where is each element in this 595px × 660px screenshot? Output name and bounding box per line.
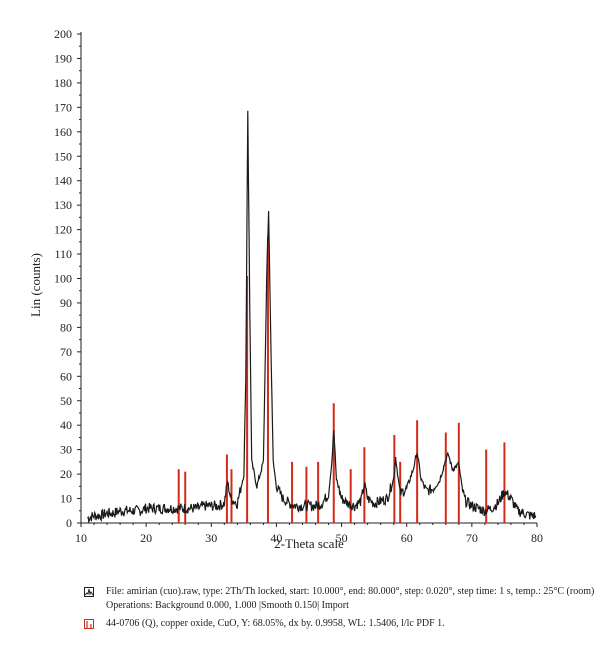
y-tick-label: 0 [66,516,72,530]
axes: 0102030405060708090100110120130140150160… [54,27,543,545]
y-tick-label: 190 [54,51,72,65]
scan-file-icon [84,587,94,597]
y-tick-label: 20 [60,467,72,481]
legend-scan-line1: File: amirian (cuo).raw, type: 2Th/Th lo… [106,586,595,597]
x-tick-label: 70 [466,531,478,545]
y-tick-label: 130 [54,198,72,212]
reference-peaks [177,236,506,523]
y-tick-label: 200 [54,27,72,41]
series-line [87,110,537,525]
y-tick-label: 50 [60,394,72,408]
y-tick-label: 80 [60,320,72,334]
x-axis-label: 2-Theta scale [274,536,344,551]
y-tick-label: 160 [54,125,72,139]
x-tick-label: 40 [270,531,282,545]
data-series [87,110,537,525]
y-tick-label: 40 [60,418,72,432]
x-tick-label: 80 [531,531,543,545]
y-tick-label: 150 [54,149,72,163]
y-tick-label: 90 [60,296,72,310]
y-tick-label: 70 [60,345,72,359]
xrd-chart: 0102030405060708090100110120130140150160… [28,27,543,551]
y-tick-label: 30 [60,443,72,457]
y-tick-label: 100 [54,272,72,286]
y-tick-label: 110 [54,247,72,261]
legend-reference-text: 44-0706 (Q), copper oxide, CuO, Y: 68.05… [106,618,445,629]
x-tick-label: 10 [75,531,87,545]
x-tick-label: 30 [205,531,217,545]
y-tick-label: 180 [54,76,72,90]
reference-pattern-icon [84,619,94,629]
x-tick-label: 20 [140,531,152,545]
y-tick-label: 60 [60,369,72,383]
y-tick-label: 140 [54,174,72,188]
x-tick-label: 50 [336,531,348,545]
x-tick-label: 60 [401,531,413,545]
y-tick-label: 10 [60,492,72,506]
y-axis-label: Lin (counts) [28,253,43,317]
y-tick-label: 170 [54,100,72,114]
y-tick-label: 120 [54,223,72,237]
legend-scan-line2: Operations: Background 0.000, 1.000 |Smo… [106,600,349,611]
